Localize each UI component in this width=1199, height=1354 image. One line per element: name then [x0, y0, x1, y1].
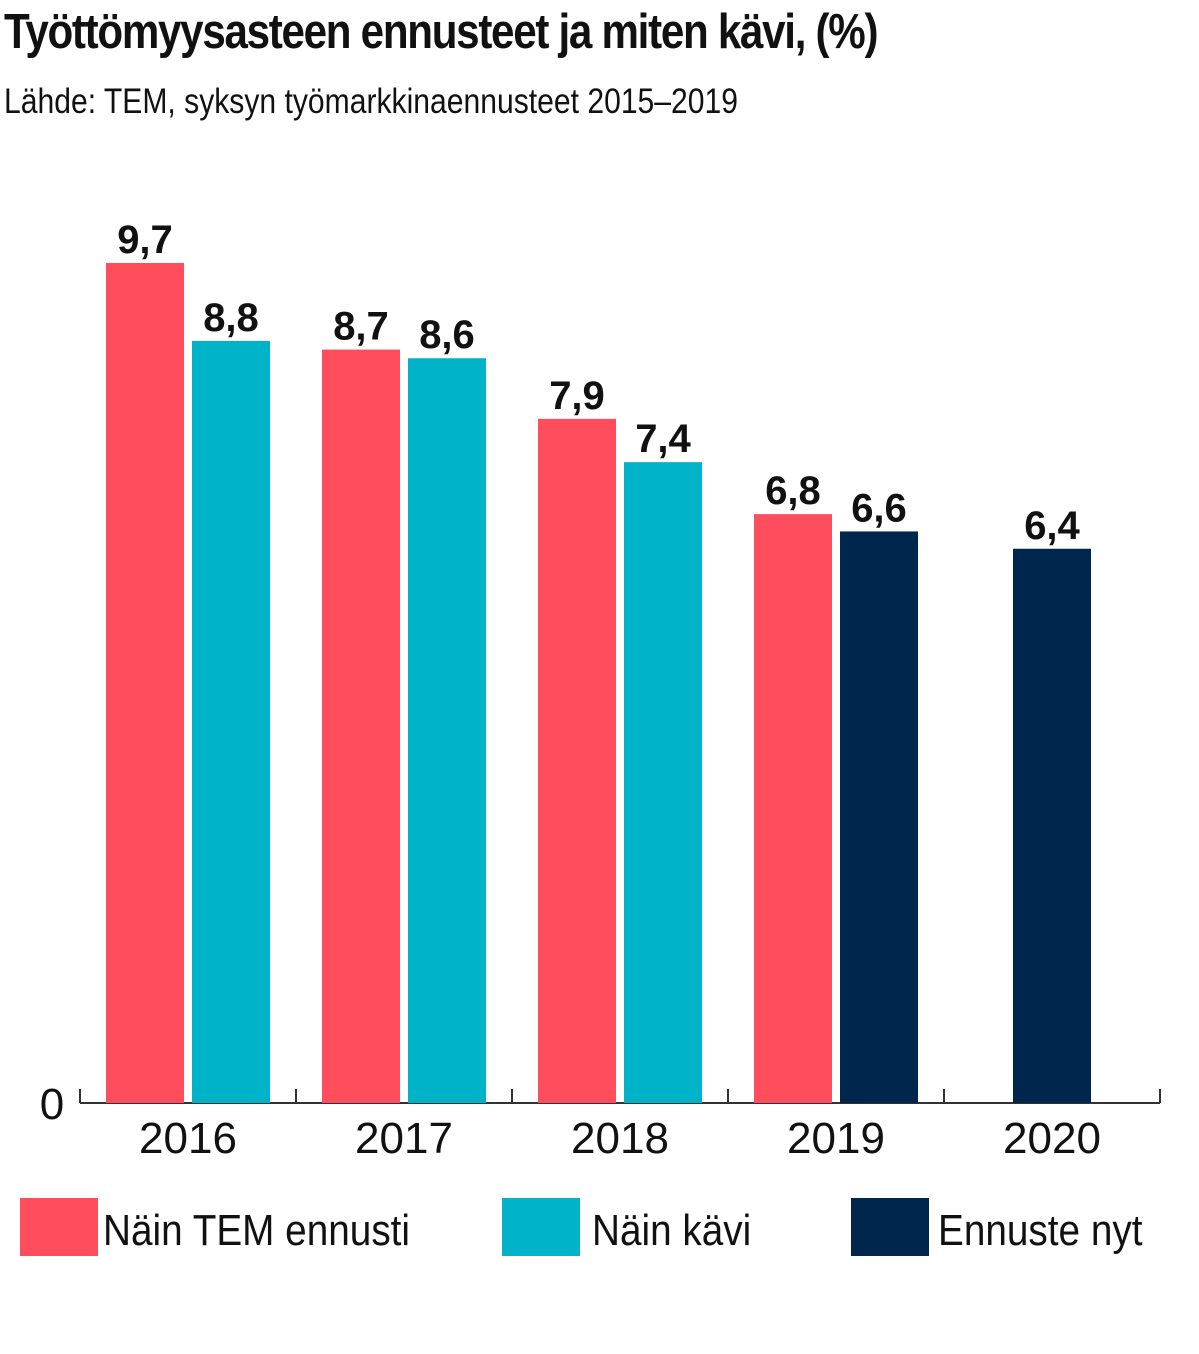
bar-value-label: 7,9	[549, 374, 605, 418]
bar	[322, 349, 400, 1104]
x-tick-label: 2020	[1003, 1114, 1101, 1163]
bar	[192, 340, 270, 1103]
y-tick-label: 0	[40, 1080, 64, 1129]
legend-label-now: Ennuste nyt	[938, 1206, 1143, 1255]
bar	[1013, 548, 1091, 1103]
bar	[106, 262, 184, 1104]
x-tick-label: 2018	[571, 1114, 669, 1163]
x-tick-label: 2016	[139, 1114, 237, 1163]
bar-value-label: 8,6	[419, 313, 475, 357]
legend-label-actual: Näin kävi	[592, 1206, 752, 1255]
bar	[840, 531, 918, 1103]
bar-value-label: 6,8	[765, 469, 821, 513]
chart-title: Työttömyysasteen ennusteet ja miten kävi…	[4, 5, 878, 59]
legend-label-forecast: Näin TEM ennusti	[103, 1206, 411, 1255]
bar	[538, 418, 616, 1103]
chart-subtitle: Lähde: TEM, syksyn työmarkkinaennusteet …	[4, 82, 738, 121]
legend: Näin TEM ennusti Näin kävi Ennuste nyt	[0, 1198, 1199, 1258]
x-tick-label: 2017	[355, 1114, 453, 1163]
bar-value-label: 6,6	[851, 486, 907, 530]
bar-value-label: 8,8	[203, 296, 259, 340]
bar	[754, 514, 832, 1103]
x-tick-label: 2019	[787, 1114, 885, 1163]
bar	[408, 358, 486, 1103]
bar-value-label: 8,7	[333, 305, 389, 349]
bar-value-label: 9,7	[117, 218, 173, 262]
bar	[624, 462, 702, 1103]
legend-swatch-now	[851, 1198, 929, 1256]
legend-swatch-actual	[502, 1198, 580, 1256]
legend-swatch-forecast	[20, 1198, 98, 1256]
bar-value-label: 6,4	[1024, 504, 1080, 548]
bar-value-label: 7,4	[635, 417, 691, 461]
